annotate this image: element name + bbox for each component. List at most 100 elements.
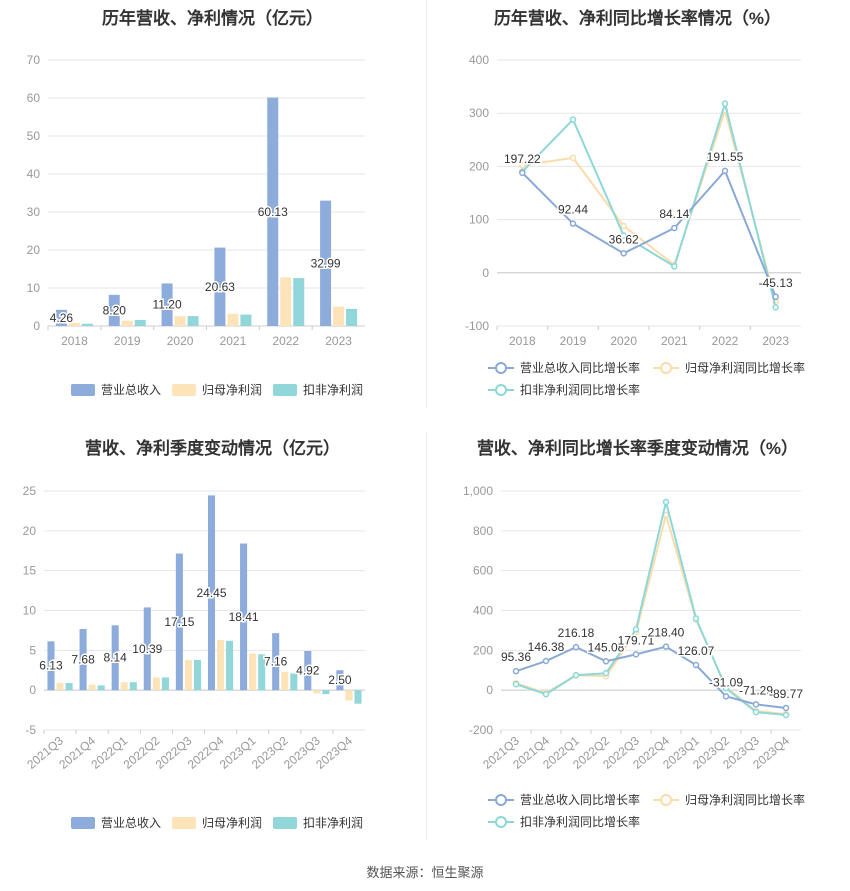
bar	[88, 684, 96, 691]
bar	[134, 319, 146, 326]
bar	[354, 690, 362, 704]
data-point	[721, 167, 729, 175]
y-tick-label: -5	[25, 723, 36, 737]
data-label: 6.13	[39, 659, 63, 673]
data-label: -45.13	[759, 276, 793, 290]
bar	[346, 308, 358, 326]
x-tick-label: 2020	[610, 334, 637, 348]
y-tick-label: 400	[473, 604, 493, 618]
y-tick-label: 60	[27, 91, 41, 105]
quarterly-amount-chart: -505101520252021Q32021Q42022Q12022Q22022…	[23, 484, 365, 830]
legend-label: 扣非净利润同比增长率	[520, 814, 640, 829]
x-tick-label: 2021	[661, 334, 688, 348]
bar	[240, 543, 248, 691]
bar	[267, 97, 279, 326]
bar	[293, 278, 305, 326]
bar	[345, 690, 353, 701]
y-tick-label: 25	[23, 484, 37, 498]
bar	[81, 323, 93, 326]
y-tick-label: -200	[469, 723, 493, 737]
bar	[217, 639, 225, 691]
data-label: 218.40	[648, 626, 685, 640]
x-tick-label: 2019	[560, 334, 587, 348]
y-tick-label: 0	[486, 683, 493, 697]
data-point	[632, 626, 640, 633]
y-tick-label: 0	[482, 266, 489, 280]
y-tick-label: 5	[29, 643, 36, 657]
data-label: -31.09	[709, 675, 743, 689]
y-tick-label: 10	[27, 281, 41, 295]
x-tick-label: 2020	[167, 334, 194, 348]
legend-label: 归母净利润	[202, 816, 262, 830]
data-point	[602, 669, 610, 677]
legend-marker	[495, 794, 507, 806]
legend-label: 营业总收入同比增长率	[520, 360, 640, 375]
bar	[207, 495, 216, 691]
bar	[175, 553, 183, 691]
data-label: 7.68	[71, 653, 95, 667]
bar	[322, 690, 330, 695]
data-point	[692, 615, 700, 622]
y-tick-label: 0	[29, 683, 36, 697]
chart-title: 营收、净利季度变动情况（亿元）	[85, 439, 340, 458]
data-label: 10.39	[132, 642, 162, 656]
data-point	[752, 708, 760, 716]
bar	[47, 641, 55, 691]
data-label: 60.13	[258, 205, 288, 219]
data-label: -89.77	[769, 687, 803, 701]
bar	[280, 277, 292, 326]
data-label: 11.20	[153, 298, 182, 312]
data-label: 8.14	[104, 651, 128, 665]
y-tick-label: 30	[27, 205, 41, 219]
quarterly-growth-panel: 营收、净利同比增长率季度变动情况（%） -200 0 200 400 600 800 1,0…	[425, 430, 850, 860]
data-point	[782, 704, 790, 712]
data-label: 24.45	[196, 586, 226, 600]
data-label: 95.36	[501, 650, 531, 664]
bar	[258, 654, 266, 691]
data-label: 18.41	[229, 610, 259, 624]
legend-marker	[660, 362, 672, 374]
data-point	[722, 684, 730, 692]
x-tick-label: 2019	[114, 334, 141, 348]
bar	[336, 670, 344, 691]
y-tick-label: -100	[465, 319, 489, 333]
data-point	[512, 680, 520, 688]
bar	[272, 633, 280, 691]
data-label: 36.62	[609, 232, 639, 246]
legend-marker	[660, 794, 672, 806]
bar	[97, 685, 105, 691]
data-point	[602, 658, 610, 665]
x-tick-label: 2018	[61, 334, 88, 348]
data-point	[620, 232, 627, 239]
chart-title: 营收、净利同比增长率季度变动情况（%）	[476, 439, 799, 458]
data-point	[569, 116, 577, 123]
y-tick-label: 200	[473, 643, 493, 657]
data-label: 84.14	[659, 207, 689, 221]
annual-growth-panel: 历年营收、净利同比增长率情况（%） -100 0 100 200 300 400 2018 2…	[425, 0, 850, 430]
data-point	[542, 657, 550, 665]
data-point	[662, 498, 670, 506]
data-point	[671, 263, 678, 270]
annual-amount-panel: 历年营收、净利情况（亿元） 0 10 20 30 40 50 60 70 2018 2019 202…	[0, 0, 425, 430]
bar	[214, 247, 226, 326]
data-label: -71.29	[739, 683, 773, 697]
series-line	[521, 99, 777, 308]
x-tick-label: 2022	[272, 334, 299, 348]
annual-amount-chart: 0 10 20 30 40 50 60 70 2018 2019 2020 2021 2022 2023 4…	[27, 53, 365, 397]
data-source-note: 数据来源：恒生聚源	[366, 865, 484, 880]
bar	[108, 294, 120, 326]
data-point	[572, 643, 580, 651]
y-tick-label: 15	[23, 564, 37, 578]
bar	[304, 650, 312, 691]
x-tick-label: 2023	[762, 334, 789, 348]
data-point	[692, 661, 700, 669]
bar	[161, 677, 169, 691]
bar	[129, 682, 137, 691]
chart-title: 历年营收、净利情况（亿元）	[102, 9, 323, 28]
legend-label: 营业总收入	[101, 383, 161, 397]
y-tick-label: 1,000	[463, 484, 493, 498]
data-point	[512, 667, 520, 675]
legend-marker	[495, 362, 507, 374]
legend-swatch	[172, 384, 196, 396]
x-tick-label: 2018	[509, 334, 536, 348]
